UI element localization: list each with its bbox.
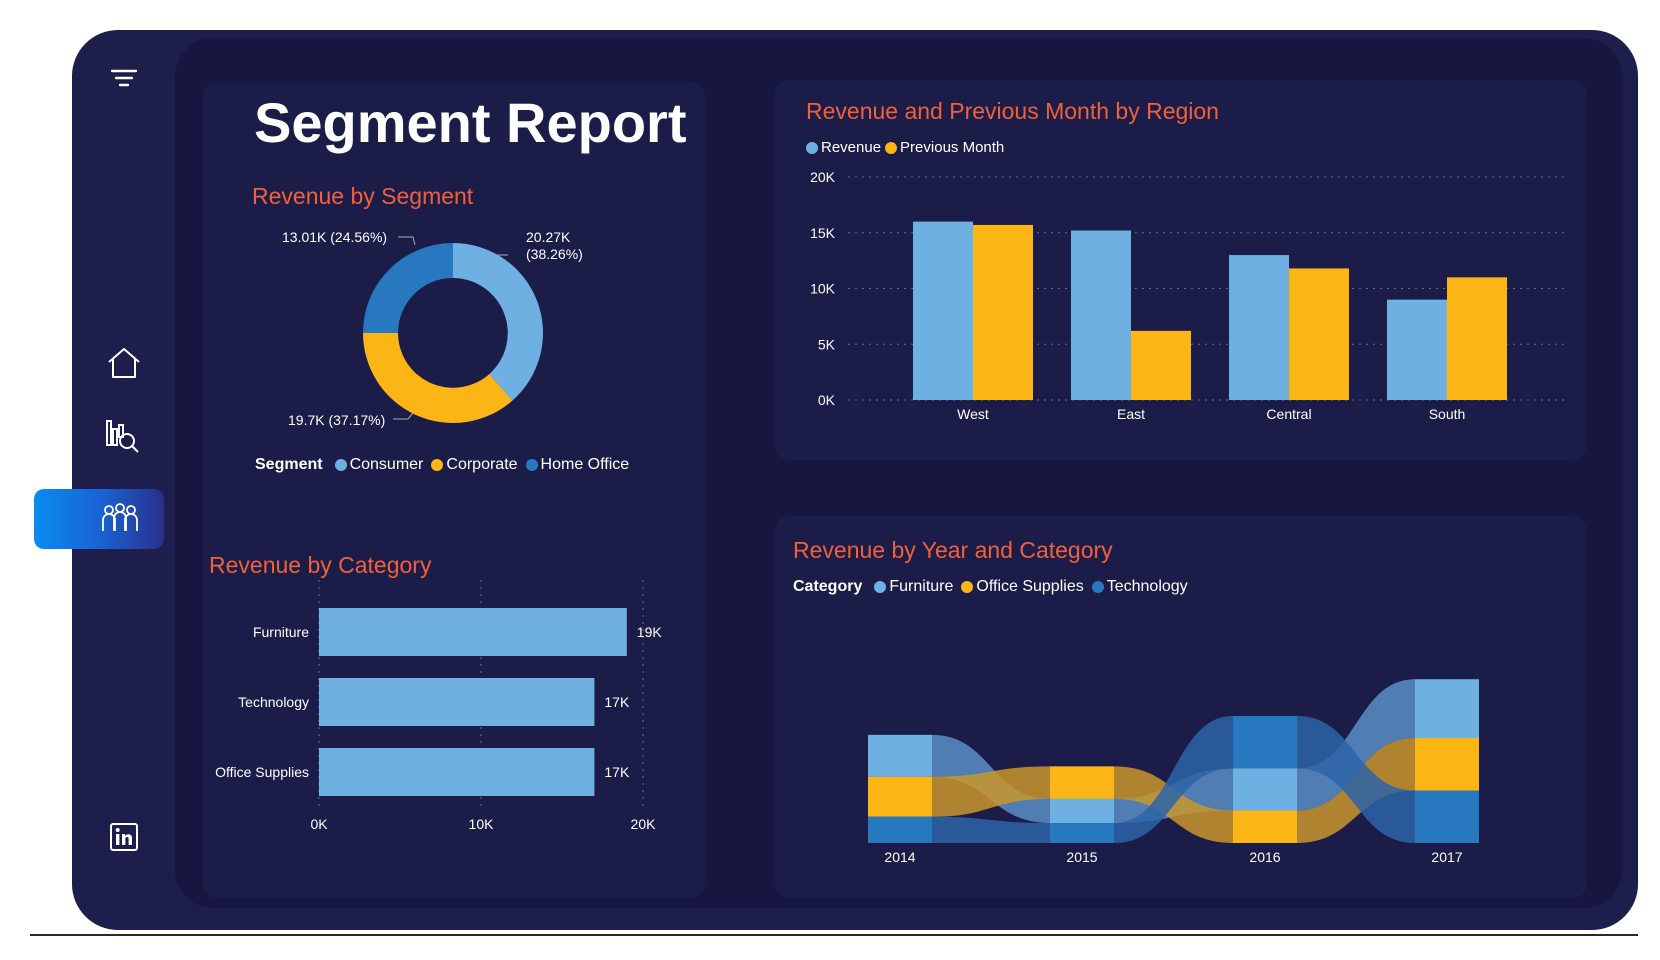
ribbon-segment-technology-2016[interactable] [1233,715,1297,769]
ribbon-segment-technology-2015[interactable] [1050,823,1114,843]
ribbon-year-label: 2017 [1431,849,1462,865]
region-bar-west-revenue[interactable] [913,221,973,400]
ribbon-legend-title: Category [793,578,863,595]
region-y-tick: 20K [810,169,836,185]
ribbon-year-label: 2014 [884,849,915,865]
ribbon-furniture-2016[interactable] [1297,679,1415,811]
category-bar-technology[interactable] [319,678,595,726]
donut-label-corporate: 19.7K (37.17%) [288,412,385,428]
ribbon-technology-2015[interactable] [1114,715,1233,843]
baseline-divider [30,934,1638,936]
ribbon-segment-furniture-2015[interactable] [1050,798,1114,824]
report-search-icon[interactable] [102,416,142,456]
segment-legend: Segment Consumer Corporate Home Office [255,456,637,474]
category-x-tick: 10K [469,816,495,832]
ribbon-segment-office-supplies-2014[interactable] [868,776,932,817]
region-chart-title: Revenue and Previous Month by Region [806,98,1219,124]
region-bar-central-revenue[interactable] [1229,255,1289,400]
ribbon-segment-office-supplies-2017[interactable] [1415,738,1479,791]
region-y-tick: 10K [810,281,836,297]
segment-legend-title: Segment [255,456,323,473]
category-x-tick: 0K [310,816,328,832]
region-x-label: West [957,406,989,422]
region-bar-east-revenue[interactable] [1071,230,1131,400]
ribbon-technology-2014[interactable] [932,816,1050,843]
home-icon[interactable] [104,343,144,383]
region-y-tick: 0K [818,392,836,408]
linkedin-icon[interactable] [104,817,144,857]
legend-item-consumer[interactable]: Consumer [334,456,423,474]
category-value-label: 17K [604,694,630,710]
ribbon-legend: Category Furniture Office Supplies Techn… [793,578,1196,596]
category-bar-chart: 0K 10K 20K Furniture 19K Technology 17K Office … [215,580,663,832]
category-label: Furniture [253,624,309,640]
page-title: Segment Report [254,91,687,154]
region-x-label: East [1117,406,1145,422]
ribbon-segment-office-supplies-2016[interactable] [1233,810,1297,843]
region-x-label: Central [1266,406,1311,422]
ribbon-year-label: 2016 [1249,849,1280,865]
region-x-label: South [1429,406,1466,422]
category-label: Technology [238,694,309,710]
ribbon-chart: 2014 2015 2016 2017 [868,679,1479,865]
region-y-tick: 15K [810,225,836,241]
legend-item-furniture[interactable]: Furniture [874,578,953,596]
ribbon-technology-2016[interactable] [1297,715,1415,843]
legend-item-previous-month[interactable]: Previous Month [885,139,1004,156]
ribbon-segment-technology-2017[interactable] [1415,790,1479,844]
category-bar-office-supplies[interactable] [319,748,595,796]
region-bar-east-previous-month[interactable] [1131,330,1191,400]
region-bar-south-revenue[interactable] [1387,299,1447,400]
filter-icon[interactable] [104,58,144,98]
ribbon-segment-technology-2014[interactable] [868,816,932,843]
category-chart-title: Revenue by Category [209,552,432,578]
donut-slice-consumer[interactable] [453,243,543,401]
legend-item-corporate[interactable]: Corporate [431,456,518,474]
category-x-tick: 20K [631,816,657,832]
region-y-tick: 5K [818,336,836,352]
ribbon-chart-title: Revenue by Year and Category [793,537,1113,563]
region-bar-chart: 20K 15K 10K 5K 0K West East Central South [810,169,1565,422]
segment-chart-title: Revenue by Segment [252,183,474,209]
donut-slice-home-office[interactable] [363,243,453,333]
category-label: Office Supplies [215,764,309,780]
sidebar-active-highlight [34,489,164,549]
ribbon-segment-furniture-2014[interactable] [868,734,932,777]
legend-item-revenue[interactable]: Revenue [806,139,881,156]
legend-item-technology[interactable]: Technology [1091,578,1188,596]
ribbon-office-supplies-2014[interactable] [932,766,1050,817]
category-bar-furniture[interactable] [319,608,627,656]
legend-item-home-office[interactable]: Home Office [525,456,629,474]
region-bar-south-previous-month[interactable] [1447,277,1507,400]
category-value-label: 17K [604,764,630,780]
region-legend: Revenue Previous Month [806,139,1012,156]
ribbon-year-label: 2015 [1066,849,1097,865]
donut-slice-corporate[interactable] [363,333,513,423]
donut-label-consumer: 20.27K (38.26%) [526,229,583,262]
region-bar-west-previous-month[interactable] [973,224,1033,400]
people-icon[interactable] [100,499,140,539]
donut-label-home-office: 13.01K (24.56%) [282,229,387,245]
segment-donut-chart: 13.01K (24.56%) 20.27K (38.26%) 19.7K (37… [282,229,583,428]
ribbon-segment-furniture-2017[interactable] [1415,679,1479,738]
ribbon-segment-furniture-2016[interactable] [1233,768,1297,811]
legend-item-office-supplies[interactable]: Office Supplies [961,578,1084,596]
region-bar-central-previous-month[interactable] [1289,268,1349,400]
ribbon-segment-office-supplies-2015[interactable] [1050,766,1114,799]
category-value-label: 19K [637,624,663,640]
